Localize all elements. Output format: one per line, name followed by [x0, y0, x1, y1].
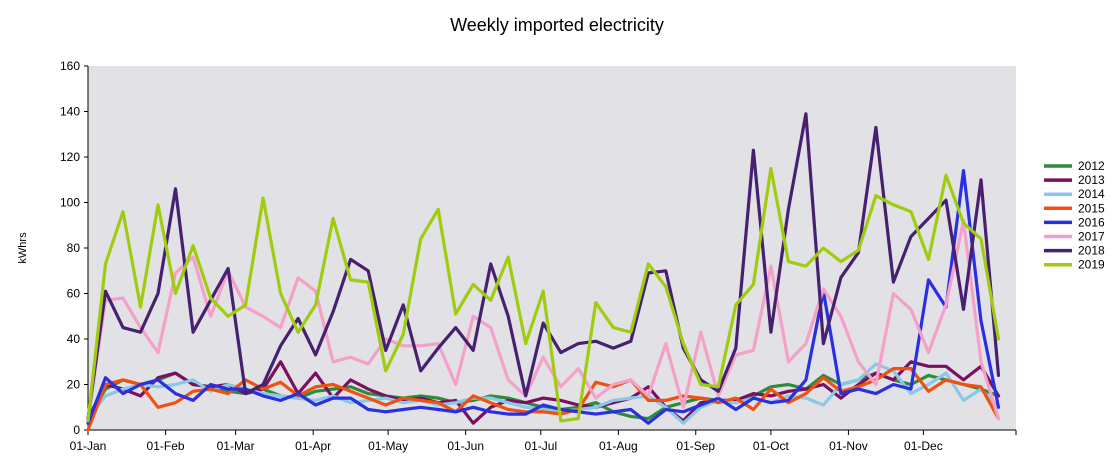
- y-tick-label: 40: [67, 332, 81, 346]
- series-line-2016: [86, 169, 1001, 425]
- x-tick-label: 01-Aug: [599, 439, 638, 453]
- y-tick-label: 140: [60, 105, 80, 119]
- legend-label-2017: 2017: [1078, 230, 1105, 244]
- y-tick-label: 120: [60, 150, 80, 164]
- x-tick-label: 01-Mar: [217, 439, 255, 453]
- series-line-2017: [86, 219, 1001, 421]
- y-tick-label: 0: [73, 423, 80, 437]
- y-axis-label: kWhrs: [17, 232, 29, 264]
- y-tick-label: 160: [60, 59, 80, 73]
- y-tick-label: 100: [60, 196, 80, 210]
- legend-label-2016: 2016: [1078, 215, 1105, 229]
- x-tick-label: 01-May: [368, 439, 408, 453]
- legend-label-2013: 2013: [1078, 173, 1105, 187]
- x-axis: 01-Jan 01-Feb 01-Mar 01-Apr 01-May 01-Jun 01-J…: [70, 429, 1017, 453]
- y-tick-label: 80: [67, 241, 81, 255]
- y-axis: 0 20 40 60 80 100 120 140 160: [60, 59, 89, 437]
- series-line-2019: [86, 166, 1001, 423]
- x-tick-label: 01-Nov: [829, 439, 868, 453]
- x-tick-label: 01-Apr: [295, 439, 331, 453]
- series-line-2015: [86, 367, 1001, 432]
- x-tick-label: 01-Oct: [753, 439, 790, 453]
- legend-label-2018: 2018: [1078, 244, 1105, 258]
- legend-label-2014: 2014: [1078, 187, 1105, 201]
- series-line-2018: [86, 112, 1001, 421]
- chart-title: Weekly imported electricity: [450, 15, 664, 35]
- x-tick-label: 01-Jul: [524, 439, 557, 453]
- x-tick-label: 01-Jan: [70, 439, 107, 453]
- x-tick-label: 01-Sep: [676, 439, 715, 453]
- y-tick-label: 20: [67, 378, 81, 392]
- y-tick-label: 60: [67, 287, 81, 301]
- legend-label-2015: 2015: [1078, 201, 1105, 215]
- x-tick-label: 01-Jun: [447, 439, 484, 453]
- legend-label-2012: 2012: [1078, 159, 1105, 173]
- series-lines: [86, 112, 1001, 432]
- x-tick-label: 01-Feb: [147, 439, 185, 453]
- x-tick-label: 01-Dec: [904, 439, 943, 453]
- legend-label-2019: 2019: [1078, 258, 1105, 272]
